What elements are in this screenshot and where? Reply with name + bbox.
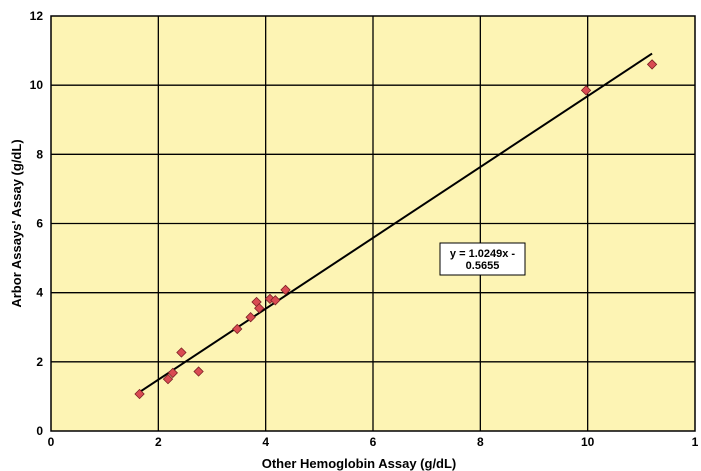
data-point [280,284,291,296]
data-point [162,373,174,385]
data-point [646,59,658,70]
y-tick-label: 6 [36,217,43,231]
data-point [193,366,204,377]
y-tick-label: 8 [36,147,43,161]
trendline-equation: 0.5655 [466,260,500,272]
equation-box: y = 1.0249x -0.5655 [439,242,526,276]
x-tick-label: 4 [262,435,269,449]
x-tick-label: 2 [155,435,162,449]
y-tick-label: 0 [36,424,43,438]
data-point [176,347,187,358]
trendline-group [138,52,653,393]
y-axis-label: Arbor Assays' Assay (g/dL) [9,139,24,307]
x-tick-label: 8 [477,435,484,449]
y-tick-label: 10 [30,78,44,92]
trendline [138,52,653,393]
data-point [580,85,592,96]
y-tick-label: 2 [36,355,43,369]
y-tick-label: 4 [36,286,43,300]
x-tick-label: 1 [692,435,699,449]
trendline-equation: y = 1.0249x - [450,248,515,260]
x-axis-label: Other Hemoglobin Assay (g/dL) [262,456,457,471]
y-tick-label: 12 [30,9,44,23]
data-point [232,323,243,335]
x-tick-label: 6 [370,435,377,449]
data-points [134,59,658,400]
x-tick-label: 0 [48,435,55,449]
data-point [134,388,145,400]
data-point [245,312,256,323]
x-tick-label: 10 [581,435,595,449]
data-point [254,303,265,314]
data-point [167,367,178,379]
data-point [270,295,281,306]
equation-box-frame [439,242,526,276]
gridlines [51,16,695,431]
